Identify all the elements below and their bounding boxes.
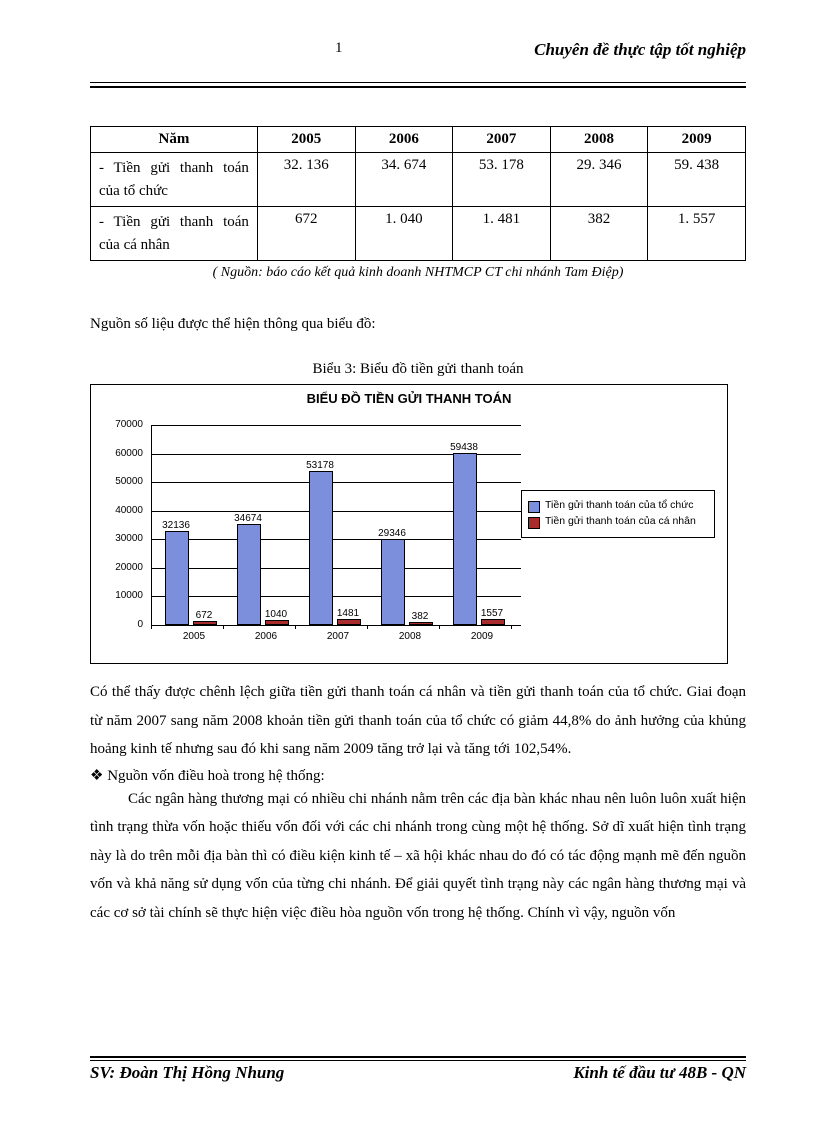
x-tick-label: 2007: [313, 631, 363, 642]
bar-value-label: 672: [184, 610, 224, 621]
header: 1 Chuyên đề thực tập tốt nghiệp: [90, 40, 746, 80]
x-tick-label: 2008: [385, 631, 435, 642]
table-header-row: Năm 2005 2006 2007 2008 2009: [91, 127, 746, 153]
x-tick: [367, 625, 368, 629]
footer-left: SV: Đoàn Thị Hồng Nhung: [90, 1063, 284, 1083]
x-tick: [439, 625, 440, 629]
col-year: 2009: [648, 127, 746, 153]
bar-value-label: 1557: [472, 608, 512, 619]
table-cell: 53. 178: [453, 153, 551, 207]
page-number: 1: [335, 40, 343, 57]
y-tick-label: 10000: [103, 590, 143, 601]
y-axis: [151, 425, 152, 625]
chart-title: BIỂU ĐỒ TIỀN GỬI THANH TOÁN: [91, 385, 727, 406]
row-label: - Tiền gửi thanh toán của tổ chức: [91, 153, 258, 207]
row-label: - Tiền gửi thanh toán của cá nhân: [91, 207, 258, 261]
y-tick-label: 50000: [103, 476, 143, 487]
y-tick-label: 20000: [103, 562, 143, 573]
x-tick: [223, 625, 224, 629]
x-tick: [151, 625, 152, 629]
bar: [453, 453, 477, 625]
table-cell: 1. 481: [453, 207, 551, 261]
x-tick: [295, 625, 296, 629]
legend-item: Tiền gửi thanh toán của tổ chức: [528, 499, 708, 513]
table-cell: 1. 040: [355, 207, 453, 261]
table-row: - Tiền gửi thanh toán của cá nhân6721. 0…: [91, 207, 746, 261]
legend-swatch: [528, 517, 540, 529]
page: 1 Chuyên đề thực tập tốt nghiệp Năm 2005…: [0, 0, 816, 1123]
table-cell: 382: [550, 207, 648, 261]
table-cell: 29. 346: [550, 153, 648, 207]
table-cell: 672: [257, 207, 355, 261]
x-tick-label: 2006: [241, 631, 291, 642]
bar: [337, 619, 361, 625]
chart-plot-area: 0100002000030000400005000060000700002005…: [151, 425, 521, 625]
bullet-heading: ❖ Nguồn vốn điều hoà trong hệ thống:: [90, 766, 746, 785]
footer: SV: Đoàn Thị Hồng Nhung Kinh tế đầu tư 4…: [90, 1053, 746, 1083]
legend-label: Tiền gửi thanh toán của cá nhân: [545, 515, 696, 527]
table-cell: 1. 557: [648, 207, 746, 261]
y-tick-label: 0: [103, 619, 143, 630]
legend-label: Tiền gửi thanh toán của tổ chức: [545, 499, 694, 511]
x-tick: [511, 625, 512, 629]
x-tick-label: 2005: [169, 631, 219, 642]
bar-value-label: 29346: [372, 528, 412, 539]
bar-value-label: 34674: [228, 513, 268, 524]
bar-value-label: 1481: [328, 608, 368, 619]
bar-value-label: 59438: [444, 442, 484, 453]
chart-box: BIỂU ĐỒ TIỀN GỬI THANH TOÁN 010000200003…: [90, 384, 728, 664]
table-row: - Tiền gửi thanh toán của tổ chức32. 136…: [91, 153, 746, 207]
bar: [309, 471, 333, 625]
bar: [193, 621, 217, 625]
paragraph-2: Các ngân hàng thương mại có nhiều chi nh…: [90, 785, 746, 928]
bar-value-label: 32136: [156, 520, 196, 531]
chart-legend: Tiền gửi thanh toán của tổ chức Tiền gửi…: [521, 490, 715, 538]
data-table: Năm 2005 2006 2007 2008 2009 - Tiền gửi …: [90, 126, 746, 261]
col-year: 2006: [355, 127, 453, 153]
table-source: ( Nguồn: báo cáo kết quả kinh doanh NHTM…: [90, 265, 746, 281]
header-rule-1: [90, 82, 746, 83]
bar-value-label: 53178: [300, 460, 340, 471]
y-tick-label: 40000: [103, 505, 143, 516]
table-cell: 59. 438: [648, 153, 746, 207]
col-year: 2008: [550, 127, 648, 153]
col-year: 2005: [257, 127, 355, 153]
header-title: Chuyên đề thực tập tốt nghiệp: [534, 40, 746, 60]
footer-right: Kinh tế đầu tư 48B - QN: [573, 1063, 746, 1083]
col-year-label: Năm: [91, 127, 258, 153]
x-axis: [151, 625, 521, 626]
paragraph-1: Có thể thấy được chênh lệch giữa tiền gử…: [90, 678, 746, 764]
y-tick-label: 70000: [103, 419, 143, 430]
intro-text: Nguồn số liệu được thể hiện thông qua bi…: [90, 316, 746, 333]
chart-caption: Biểu 3: Biểu đồ tiền gửi thanh toán: [90, 361, 746, 378]
bar-value-label: 1040: [256, 609, 296, 620]
bar: [481, 619, 505, 625]
y-tick-label: 60000: [103, 448, 143, 459]
grid-line: [151, 425, 521, 426]
bar: [265, 620, 289, 625]
header-rule-2: [90, 86, 746, 88]
y-tick-label: 30000: [103, 533, 143, 544]
x-tick-label: 2009: [457, 631, 507, 642]
col-year: 2007: [453, 127, 551, 153]
bar-value-label: 382: [400, 611, 440, 622]
footer-rule-2: [90, 1060, 746, 1061]
footer-rule-1: [90, 1056, 746, 1058]
legend-item: Tiền gửi thanh toán của cá nhân: [528, 515, 708, 529]
legend-swatch: [528, 501, 540, 513]
bar: [409, 622, 433, 625]
table-cell: 32. 136: [257, 153, 355, 207]
table-cell: 34. 674: [355, 153, 453, 207]
